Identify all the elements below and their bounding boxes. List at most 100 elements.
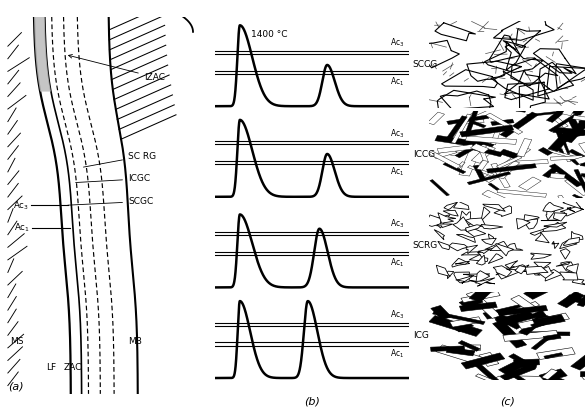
Polygon shape bbox=[503, 331, 558, 341]
Polygon shape bbox=[560, 241, 577, 248]
Polygon shape bbox=[579, 176, 588, 189]
Polygon shape bbox=[470, 144, 489, 153]
Polygon shape bbox=[560, 262, 574, 273]
Polygon shape bbox=[486, 113, 523, 134]
Polygon shape bbox=[483, 204, 505, 211]
Text: LF: LF bbox=[46, 363, 56, 372]
Polygon shape bbox=[493, 266, 512, 277]
Text: MB: MB bbox=[128, 336, 142, 346]
Polygon shape bbox=[517, 139, 532, 157]
Polygon shape bbox=[450, 317, 482, 327]
Polygon shape bbox=[429, 316, 482, 336]
Polygon shape bbox=[560, 206, 582, 216]
Polygon shape bbox=[465, 218, 486, 227]
Polygon shape bbox=[474, 278, 495, 286]
Polygon shape bbox=[476, 255, 485, 265]
Text: (b): (b) bbox=[304, 396, 319, 406]
Polygon shape bbox=[472, 121, 486, 128]
Polygon shape bbox=[539, 369, 567, 382]
Polygon shape bbox=[519, 177, 541, 190]
Polygon shape bbox=[535, 232, 549, 243]
Polygon shape bbox=[459, 145, 482, 176]
Polygon shape bbox=[496, 156, 522, 168]
Polygon shape bbox=[509, 354, 537, 370]
Polygon shape bbox=[449, 243, 467, 251]
Polygon shape bbox=[455, 140, 486, 158]
Polygon shape bbox=[553, 213, 567, 221]
Polygon shape bbox=[493, 313, 523, 329]
Polygon shape bbox=[532, 336, 551, 350]
Polygon shape bbox=[489, 234, 493, 241]
Polygon shape bbox=[550, 173, 566, 179]
Polygon shape bbox=[486, 164, 536, 173]
Polygon shape bbox=[496, 160, 520, 179]
Polygon shape bbox=[556, 262, 570, 266]
Polygon shape bbox=[514, 359, 540, 366]
Polygon shape bbox=[518, 361, 537, 370]
Polygon shape bbox=[580, 173, 588, 181]
Polygon shape bbox=[580, 161, 588, 171]
Polygon shape bbox=[463, 119, 484, 124]
Polygon shape bbox=[478, 249, 490, 253]
Polygon shape bbox=[436, 224, 453, 228]
Text: Ac$_3$: Ac$_3$ bbox=[390, 36, 405, 49]
Polygon shape bbox=[539, 147, 553, 155]
Polygon shape bbox=[479, 352, 499, 366]
Polygon shape bbox=[500, 365, 536, 380]
Polygon shape bbox=[579, 142, 588, 153]
Text: ICCG: ICCG bbox=[413, 150, 435, 159]
Polygon shape bbox=[579, 119, 588, 125]
Polygon shape bbox=[543, 334, 561, 341]
Polygon shape bbox=[433, 311, 485, 324]
Polygon shape bbox=[433, 149, 457, 159]
Text: SC RG: SC RG bbox=[83, 152, 156, 167]
Polygon shape bbox=[481, 207, 490, 221]
Polygon shape bbox=[444, 150, 461, 156]
Polygon shape bbox=[536, 348, 575, 360]
Polygon shape bbox=[491, 119, 514, 126]
Polygon shape bbox=[455, 162, 465, 170]
Polygon shape bbox=[531, 253, 552, 259]
Polygon shape bbox=[452, 258, 470, 267]
Polygon shape bbox=[543, 222, 566, 231]
Polygon shape bbox=[515, 265, 529, 274]
Polygon shape bbox=[564, 178, 588, 196]
Polygon shape bbox=[497, 268, 520, 279]
Polygon shape bbox=[544, 353, 563, 359]
Polygon shape bbox=[461, 353, 505, 369]
Polygon shape bbox=[536, 266, 554, 278]
Polygon shape bbox=[429, 151, 461, 168]
Polygon shape bbox=[438, 213, 456, 223]
Polygon shape bbox=[425, 215, 442, 226]
Polygon shape bbox=[545, 269, 562, 281]
Polygon shape bbox=[503, 376, 552, 383]
Text: Ac$_1$: Ac$_1$ bbox=[15, 222, 31, 234]
Polygon shape bbox=[438, 241, 450, 250]
Polygon shape bbox=[560, 272, 578, 280]
Polygon shape bbox=[500, 112, 539, 137]
Polygon shape bbox=[505, 370, 527, 383]
Polygon shape bbox=[453, 201, 469, 210]
Polygon shape bbox=[574, 155, 588, 164]
Polygon shape bbox=[516, 219, 530, 229]
Polygon shape bbox=[34, 17, 51, 92]
Polygon shape bbox=[447, 271, 454, 279]
Polygon shape bbox=[559, 141, 571, 162]
Polygon shape bbox=[473, 165, 485, 180]
Text: ZAC: ZAC bbox=[64, 363, 82, 372]
Polygon shape bbox=[456, 275, 474, 284]
Polygon shape bbox=[459, 296, 483, 308]
Polygon shape bbox=[437, 145, 474, 153]
Polygon shape bbox=[459, 211, 470, 225]
Polygon shape bbox=[464, 107, 479, 136]
Polygon shape bbox=[531, 332, 570, 336]
Polygon shape bbox=[548, 131, 574, 151]
Polygon shape bbox=[557, 292, 584, 308]
Polygon shape bbox=[471, 139, 494, 147]
Polygon shape bbox=[499, 359, 528, 375]
Polygon shape bbox=[456, 235, 476, 243]
Polygon shape bbox=[574, 169, 588, 193]
Polygon shape bbox=[546, 149, 587, 162]
Polygon shape bbox=[469, 281, 499, 302]
Polygon shape bbox=[507, 265, 525, 270]
